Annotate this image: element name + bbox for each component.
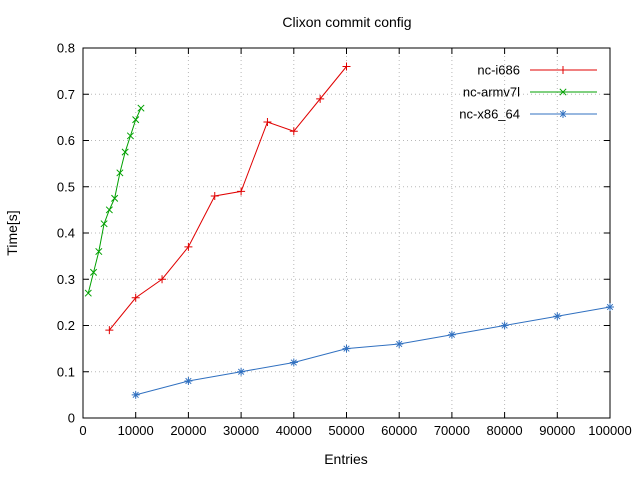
x-marker [95,247,103,256]
star-marker [184,377,193,385]
x-tick-label: 30000 [223,423,259,438]
x-marker [84,289,92,297]
y-tick-label: 0.5 [57,179,75,194]
x-marker [100,220,108,228]
y-axis-label: Time[s] [4,210,20,255]
star-marker [500,321,509,330]
plus-marker [316,94,325,103]
y-tick-label: 0.2 [57,318,75,333]
series-line-nc-armv7l [87,107,142,294]
series-line-nc-i686 [108,66,347,331]
y-tick-label: 0.7 [57,87,75,102]
plus-marker [263,118,272,126]
x-marker [132,116,140,124]
star-marker [342,344,351,353]
x-tick-label: 80000 [487,423,523,438]
y-tick-label: 0.4 [57,226,75,241]
plus-marker [184,242,193,251]
legend-label: nc-x86_64 [459,107,520,122]
x-tick-label: 50000 [328,423,364,438]
series-line-nc-x86_64 [135,306,611,396]
plus-marker [237,187,246,196]
x-tick-label: 10000 [118,423,154,438]
star-marker [395,340,404,348]
star-marker [559,110,567,118]
x-marker [121,148,129,156]
axes: 0 10000 20000 30000 40000 50000 60000 70000 8000… [57,41,632,439]
star-marker [131,390,140,399]
x-tick-label: 90000 [539,423,575,438]
x-tick-label: 0 [79,423,86,438]
plus-marker [289,127,298,136]
x-tick-label: 40000 [276,423,312,438]
x-tick-label: 60000 [381,423,417,438]
star-marker [606,303,614,311]
x-tick-label: 70000 [434,423,470,438]
x-marker [137,104,145,112]
legend-label: nc-i686 [477,63,520,78]
plus-marker [105,326,114,335]
plus-marker [158,275,167,284]
y-tick-label: 0 [68,411,75,426]
star-marker [553,312,562,321]
x-marker [111,194,119,202]
plus-marker [342,62,351,71]
x-marker [126,132,134,140]
y-tick-label: 0.3 [57,272,75,287]
y-tick-label: 0.8 [57,41,75,56]
x-marker [116,169,124,177]
legend: nc-i686 nc-armv7l nc-x86_64 [459,63,597,122]
x-marker [559,88,567,96]
star-marker [237,367,246,376]
chart-title: Clixon commit config [282,14,411,30]
legend-label: nc-armv7l [463,85,520,100]
x-tick-label: 20000 [170,423,206,438]
x-tick-label: 100000 [588,423,631,438]
star-marker [289,358,298,367]
y-tick-label: 0.1 [57,364,75,379]
gridlines [82,47,611,419]
x-axis-label: Entries [324,451,368,467]
star-marker [447,330,456,339]
y-tick-label: 0.6 [57,133,75,148]
x-marker [89,268,98,276]
series-lines [84,62,614,399]
plus-marker [131,293,140,302]
x-marker [105,206,113,214]
plus-marker [210,192,219,200]
plus-marker [559,66,567,74]
